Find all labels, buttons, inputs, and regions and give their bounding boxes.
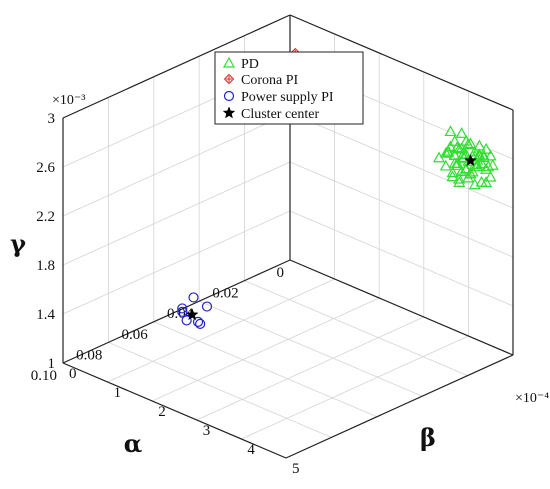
alpha-tick-label: 0.06 [122,327,149,343]
axis-edge [289,259,514,356]
grid-line-floor-beta [107,278,335,383]
beta-tick-label: 5 [292,461,300,477]
power-supply-pi-point [195,318,206,329]
legend-box [214,51,364,125]
series-power-supply-pi [177,292,213,329]
pd-point [442,146,455,158]
grid-line-wall-gamma-left [62,161,291,266]
axis-edge [62,362,287,459]
power-supply-pi-point [188,292,199,303]
pd-point [484,149,497,161]
pd-point [479,163,493,174]
pd-point [453,142,466,154]
grid-line-floor-alpha [108,342,332,438]
cluster-center-point [185,308,199,321]
gamma-multiplier-label: ×10⁻³ [52,93,85,108]
gamma-tick-label: 1.4 [36,307,55,323]
pd-point [451,141,464,153]
pd-point [446,166,459,178]
pd-point [444,125,457,137]
series-pd [433,125,499,190]
grid-line-wall-gamma-left [62,112,291,217]
legend-markers [222,56,236,119]
legend-marker-power-supply-pi [223,90,235,102]
power-supply-pi-point [177,303,188,314]
alpha-tick-label: 0.02 [212,286,238,302]
gamma-tick-label: 1.8 [36,258,55,274]
grid-line-wall-gamma-right [289,112,514,209]
grid-line-floor-alpha [199,300,423,397]
alpha-axis-label: α [124,429,142,458]
beta-tick-label: 0 [69,366,77,382]
power-supply-pi-point [201,301,213,312]
pd-point [477,149,490,161]
legend-label-corona-pi: Corona PI [241,73,299,88]
legend-label-power-supply-pi: Power supply PI [241,90,334,105]
power-supply-pi-point [192,316,204,327]
pd-point [464,137,477,149]
grid-line-floor-beta [196,316,424,421]
pd-point [453,172,466,184]
alpha-tick-label: 0.10 [31,368,57,384]
legend-label-pd: PD [241,57,259,72]
power-supply-pi-point [181,315,192,326]
pd-point [466,165,479,177]
beta-tick-label: 2 [158,404,166,420]
beta-tick-label: 3 [203,423,211,439]
pd-point [453,176,466,187]
grid-line-wall-gamma-right [289,161,514,258]
alpha-tick-label: 0.08 [76,347,102,363]
gamma-axis-label: γ [10,229,26,258]
pd-point [459,162,472,174]
axis-edge [285,354,514,459]
legend-label-cluster-center: Cluster center [241,107,319,122]
pd-point [484,170,497,182]
pd-point [455,127,468,138]
tick-labels: 00.020.040.060.080.10 01234511.41.82.22.6… [31,111,300,477]
gamma-tick-label: 2.6 [36,160,55,176]
legend-marker-corona-pi-diamond [223,73,235,85]
pd-point [439,159,452,171]
legend: PD Corona PI Power supply PI Cluster cen… [214,51,364,125]
grid-line-floor-alpha [153,321,377,418]
pd-point [477,151,490,163]
power-supply-pi-point [177,306,188,317]
pd-point [451,157,464,168]
axes-box [62,14,514,459]
grid-line-floor-alpha [244,280,468,376]
pd-point [448,135,461,146]
pd-point [480,176,493,188]
axis-edge [289,14,514,111]
grid-line-floor-beta [241,335,469,440]
pd-point [482,160,495,172]
beta-multiplier-label: ×10⁻⁴ [515,391,549,406]
alpha-tick-label: 0 [277,265,285,281]
cluster-center-point [464,153,477,167]
pd-point [450,159,463,170]
gamma-tick-label: 1 [48,356,56,372]
pd-point [464,167,477,179]
beta-tick-label: 4 [247,442,255,458]
axis-edge [62,14,291,119]
grid-line-floor-beta [152,297,380,402]
axis-labels: α β γ ×10⁻³ ×10⁻⁴ [10,93,549,458]
pd-point [455,165,468,177]
pd-point [471,160,484,172]
pd-point [468,178,481,190]
legend-marker-pd [222,56,236,68]
pd-point [462,138,475,150]
legend-marker-corona-pi [223,73,235,85]
beta-axis-label: β [420,423,436,452]
legend-marker-cluster-center [222,106,236,119]
gamma-tick-label: 3 [48,111,56,127]
pd-point [448,149,461,161]
axis-edge [62,259,291,364]
grid-line-wall-gamma-right [289,210,514,307]
beta-tick-label: 1 [114,385,122,401]
pd-point [457,151,470,162]
grid-line-wall-gamma-left [62,210,291,315]
gamma-tick-label: 2.2 [36,209,55,225]
pd-point [468,145,481,157]
